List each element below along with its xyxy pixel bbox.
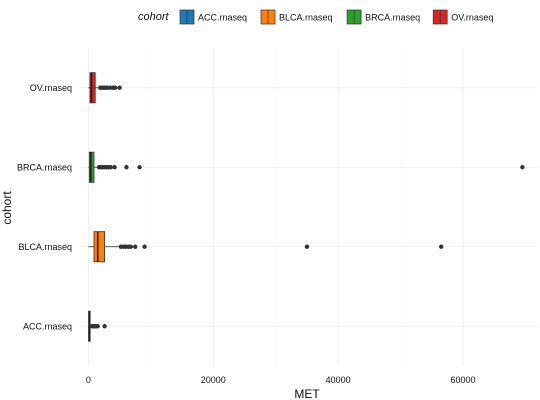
legend: cohort ACC.rnaseq BLCA.rnaseq BRCA.rnaseq O… [138, 9, 493, 25]
outlier-point [112, 165, 117, 170]
gridlines [79, 48, 538, 366]
outlier-point [137, 165, 142, 170]
outlier-point [142, 244, 147, 249]
outlier-point [128, 244, 134, 249]
x-tick-label: 60000 [451, 375, 476, 385]
outlier-point [117, 85, 122, 90]
legend-item-ACC-rnaseq: ACC.rnaseq [179, 9, 247, 25]
outlier-point [439, 244, 444, 249]
y-tick-label: BRCA.rnaseq [17, 162, 72, 172]
outlier-point [124, 165, 129, 170]
outlier-point [520, 165, 525, 170]
boxplots [88, 72, 525, 342]
outlier-point [108, 165, 114, 170]
legend-item-BRCA-rnaseq: BRCA.rnaseq [346, 9, 420, 25]
boxplot-BRCA-rnaseq [88, 151, 525, 183]
x-axis-title: MET [294, 387, 320, 400]
legend-item-OV-rnaseq: OV.rnaseq [432, 9, 493, 25]
x-axis-ticks: 0 20000 40000 60000 [86, 375, 476, 385]
outlier-point [102, 324, 107, 329]
legend-title: cohort [138, 11, 170, 23]
boxplot-BLCA-rnaseq [88, 231, 444, 263]
legend-item-BLCA-rnaseq: BLCA.rnaseq [260, 9, 333, 25]
y-tick-label: BLCA.rnaseq [18, 242, 72, 252]
outlier-point [113, 85, 118, 90]
legend-label: OV.rnaseq [451, 13, 493, 23]
y-tick-label: OV.rnaseq [30, 83, 72, 93]
outlier-point [133, 244, 138, 249]
box [89, 72, 96, 104]
legend-label: ACC.rnaseq [198, 13, 247, 23]
y-axis-title: cohort [0, 191, 14, 225]
legend-label: BLCA.rnaseq [279, 13, 333, 23]
boxplot-OV-rnaseq [88, 72, 122, 104]
x-tick-label: 20000 [201, 375, 226, 385]
boxplot-ACC-rnaseq [88, 310, 107, 342]
outlier-point [108, 85, 113, 90]
legend-label: BRCA.rnaseq [365, 13, 420, 23]
x-tick-label: 0 [86, 375, 91, 385]
x-tick-label: 40000 [326, 375, 351, 385]
outlier-point [95, 324, 100, 329]
y-tick-label: ACC.rnaseq [23, 321, 72, 331]
outlier-point [304, 244, 310, 249]
y-axis-ticks: ACC.rnaseq BLCA.rnaseq BRCA.rnaseq OV.rnase… [17, 83, 72, 332]
box [93, 231, 106, 263]
